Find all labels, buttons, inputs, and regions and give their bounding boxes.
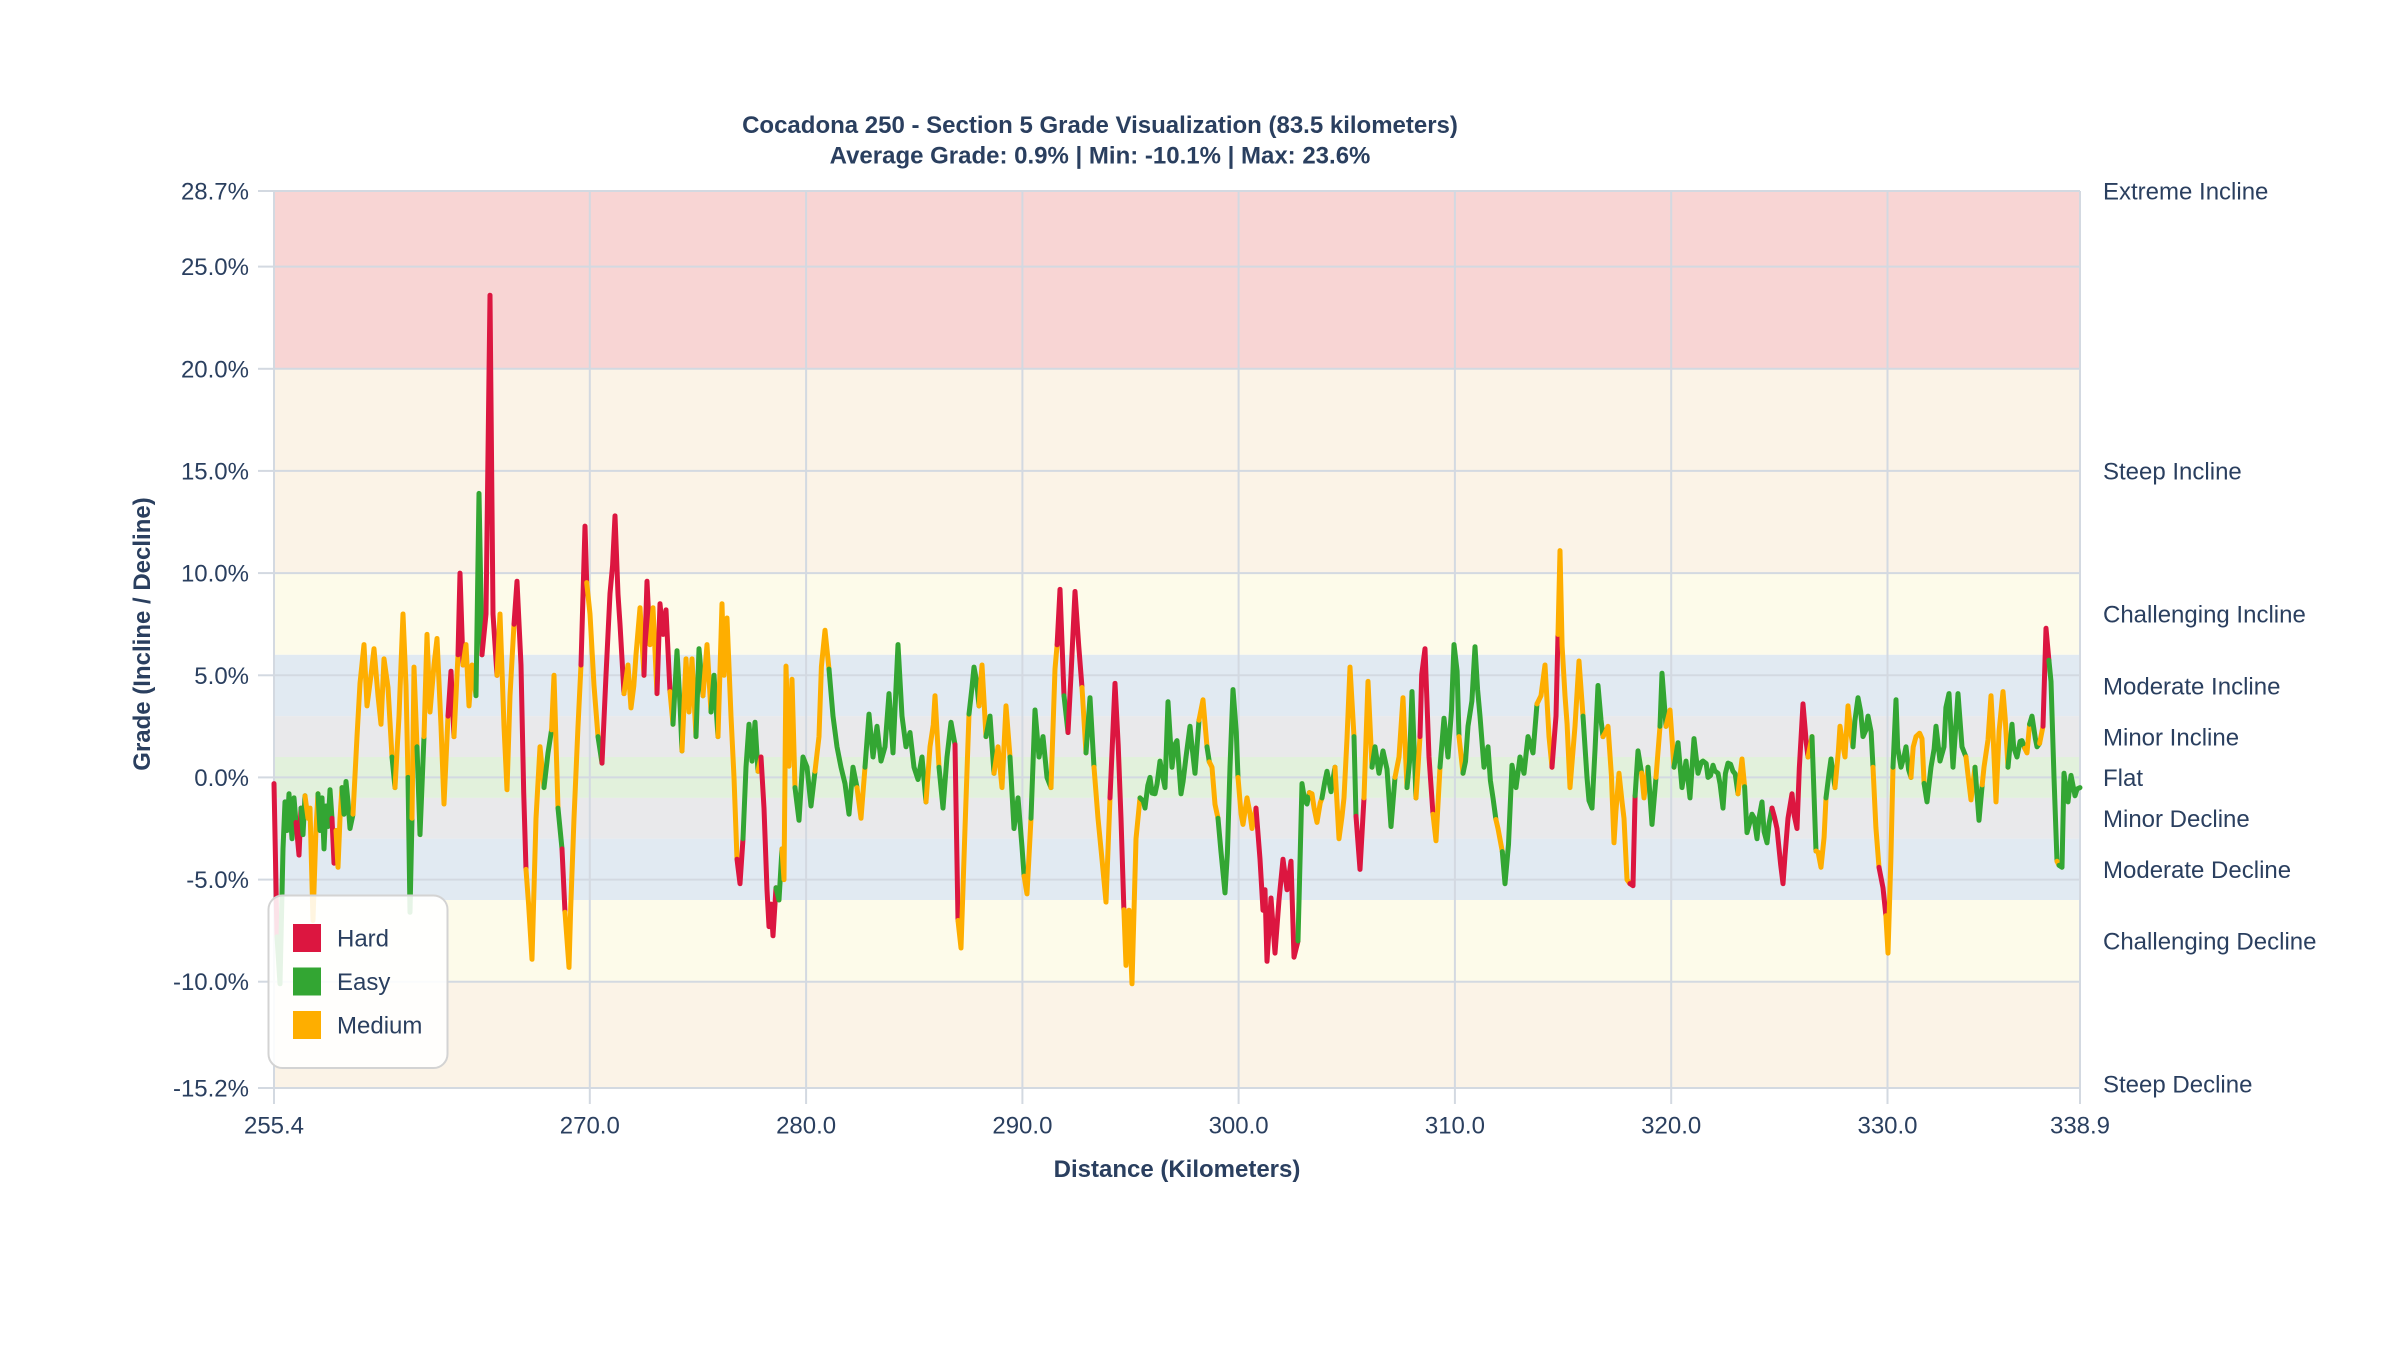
svg-text:Average Grade: 0.9% | Min: -10: Average Grade: 0.9% | Min: -10.1% | Max:… (830, 143, 1371, 170)
svg-text:Moderate Incline: Moderate Incline (2103, 674, 2280, 701)
svg-text:Moderate Decline: Moderate Decline (2103, 857, 2291, 884)
svg-text:Grade (Incline / Decline): Grade (Incline / Decline) (129, 497, 156, 770)
svg-text:Cocadona 250 - Section 5 Grade: Cocadona 250 - Section 5 Grade Visualiza… (742, 112, 1458, 139)
svg-text:290.0: 290.0 (992, 1113, 1052, 1140)
svg-text:Minor Incline: Minor Incline (2103, 725, 2239, 752)
svg-text:330.0: 330.0 (1857, 1113, 1917, 1140)
svg-text:Steep Decline: Steep Decline (2103, 1072, 2252, 1099)
svg-text:300.0: 300.0 (1209, 1113, 1269, 1140)
svg-text:280.0: 280.0 (776, 1113, 836, 1140)
svg-text:15.0%: 15.0% (181, 458, 249, 485)
svg-text:310.0: 310.0 (1425, 1113, 1485, 1140)
svg-text:25.0%: 25.0% (181, 254, 249, 281)
svg-text:255.4: 255.4 (244, 1113, 304, 1140)
svg-text:320.0: 320.0 (1641, 1113, 1701, 1140)
svg-text:Easy: Easy (337, 969, 390, 996)
svg-text:10.0%: 10.0% (181, 561, 249, 588)
svg-text:28.7%: 28.7% (181, 179, 249, 206)
svg-text:20.0%: 20.0% (181, 356, 249, 383)
svg-text:Minor Decline: Minor Decline (2103, 806, 2250, 833)
svg-text:5.0%: 5.0% (194, 663, 249, 690)
svg-text:0.0%: 0.0% (194, 765, 249, 792)
svg-text:270.0: 270.0 (560, 1113, 620, 1140)
svg-text:-15.2%: -15.2% (173, 1076, 249, 1103)
svg-text:Medium: Medium (337, 1013, 422, 1040)
svg-text:338.9: 338.9 (2050, 1113, 2110, 1140)
svg-text:Distance (Kilometers): Distance (Kilometers) (1054, 1156, 1301, 1183)
svg-text:-5.0%: -5.0% (186, 867, 249, 894)
svg-text:Extreme Incline: Extreme Incline (2103, 179, 2268, 206)
svg-text:Steep Incline: Steep Incline (2103, 459, 2242, 486)
svg-text:Hard: Hard (337, 926, 389, 953)
svg-text:Challenging Incline: Challenging Incline (2103, 602, 2306, 629)
svg-text:Challenging Decline: Challenging Decline (2103, 929, 2316, 956)
svg-text:-10.0%: -10.0% (173, 969, 249, 996)
svg-text:Flat: Flat (2103, 765, 2143, 792)
